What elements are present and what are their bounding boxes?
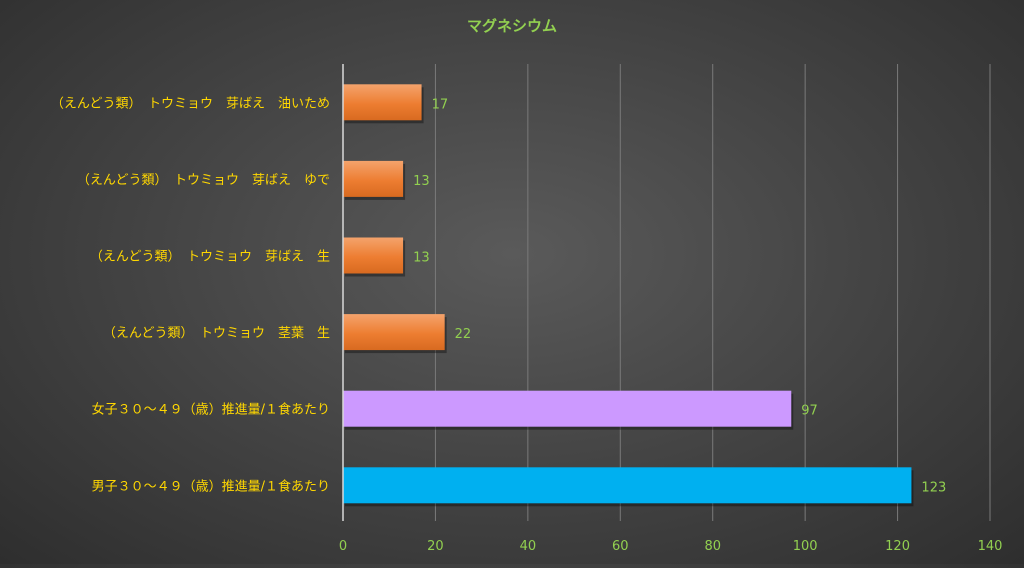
x-tick-label-140: 140 bbox=[978, 539, 1003, 554]
x-tick-label-20: 20 bbox=[427, 539, 444, 554]
bar-5 bbox=[343, 467, 912, 504]
category-label-3: （えんどう類） トウミョウ 茎葉 生 bbox=[103, 326, 330, 341]
x-tick-label-60: 60 bbox=[612, 539, 629, 554]
bar-3 bbox=[343, 314, 445, 351]
bar-0 bbox=[343, 84, 422, 121]
bars bbox=[343, 84, 914, 507]
category-label-1: （えんどう類） トウミョウ 芽ばえ ゆで bbox=[77, 173, 330, 188]
category-label-4: 女子３０～４９（歳）推進量/１食あたり bbox=[92, 402, 330, 418]
category-label-0: （えんどう類） トウミョウ 芽ばえ 油いため bbox=[51, 96, 330, 111]
x-tick-label-0: 0 bbox=[339, 539, 347, 554]
x-tick-label-100: 100 bbox=[793, 539, 818, 554]
data-label-0: 17 bbox=[432, 97, 449, 112]
x-tick-label-40: 40 bbox=[520, 539, 537, 554]
data-label-4: 97 bbox=[801, 404, 818, 419]
x-tick-label-80: 80 bbox=[704, 539, 721, 554]
data-labels: 17 13 13 22 97 123 bbox=[413, 97, 946, 495]
bar-4 bbox=[343, 390, 792, 427]
gridlines bbox=[434, 64, 991, 521]
data-label-5: 123 bbox=[921, 480, 946, 495]
bar-2 bbox=[343, 237, 404, 274]
x-tick-label-120: 120 bbox=[885, 539, 910, 554]
data-label-3: 22 bbox=[455, 327, 472, 342]
bar-1 bbox=[343, 160, 404, 197]
chart-title: マグネシウム bbox=[467, 17, 557, 35]
data-label-2: 13 bbox=[413, 251, 430, 266]
category-label-5: 男子３０～４９（歳）推進量/１食あたり bbox=[92, 478, 330, 494]
category-label-2: （えんどう類） トウミョウ 芽ばえ 生 bbox=[90, 250, 330, 265]
category-labels: （えんどう類） トウミョウ 芽ばえ 油いため （えんどう類） トウミョウ 芽ばえ … bbox=[51, 96, 330, 494]
data-label-1: 13 bbox=[413, 174, 430, 189]
x-axis-ticks: 0 20 40 60 80 100 120 140 bbox=[339, 539, 1003, 554]
